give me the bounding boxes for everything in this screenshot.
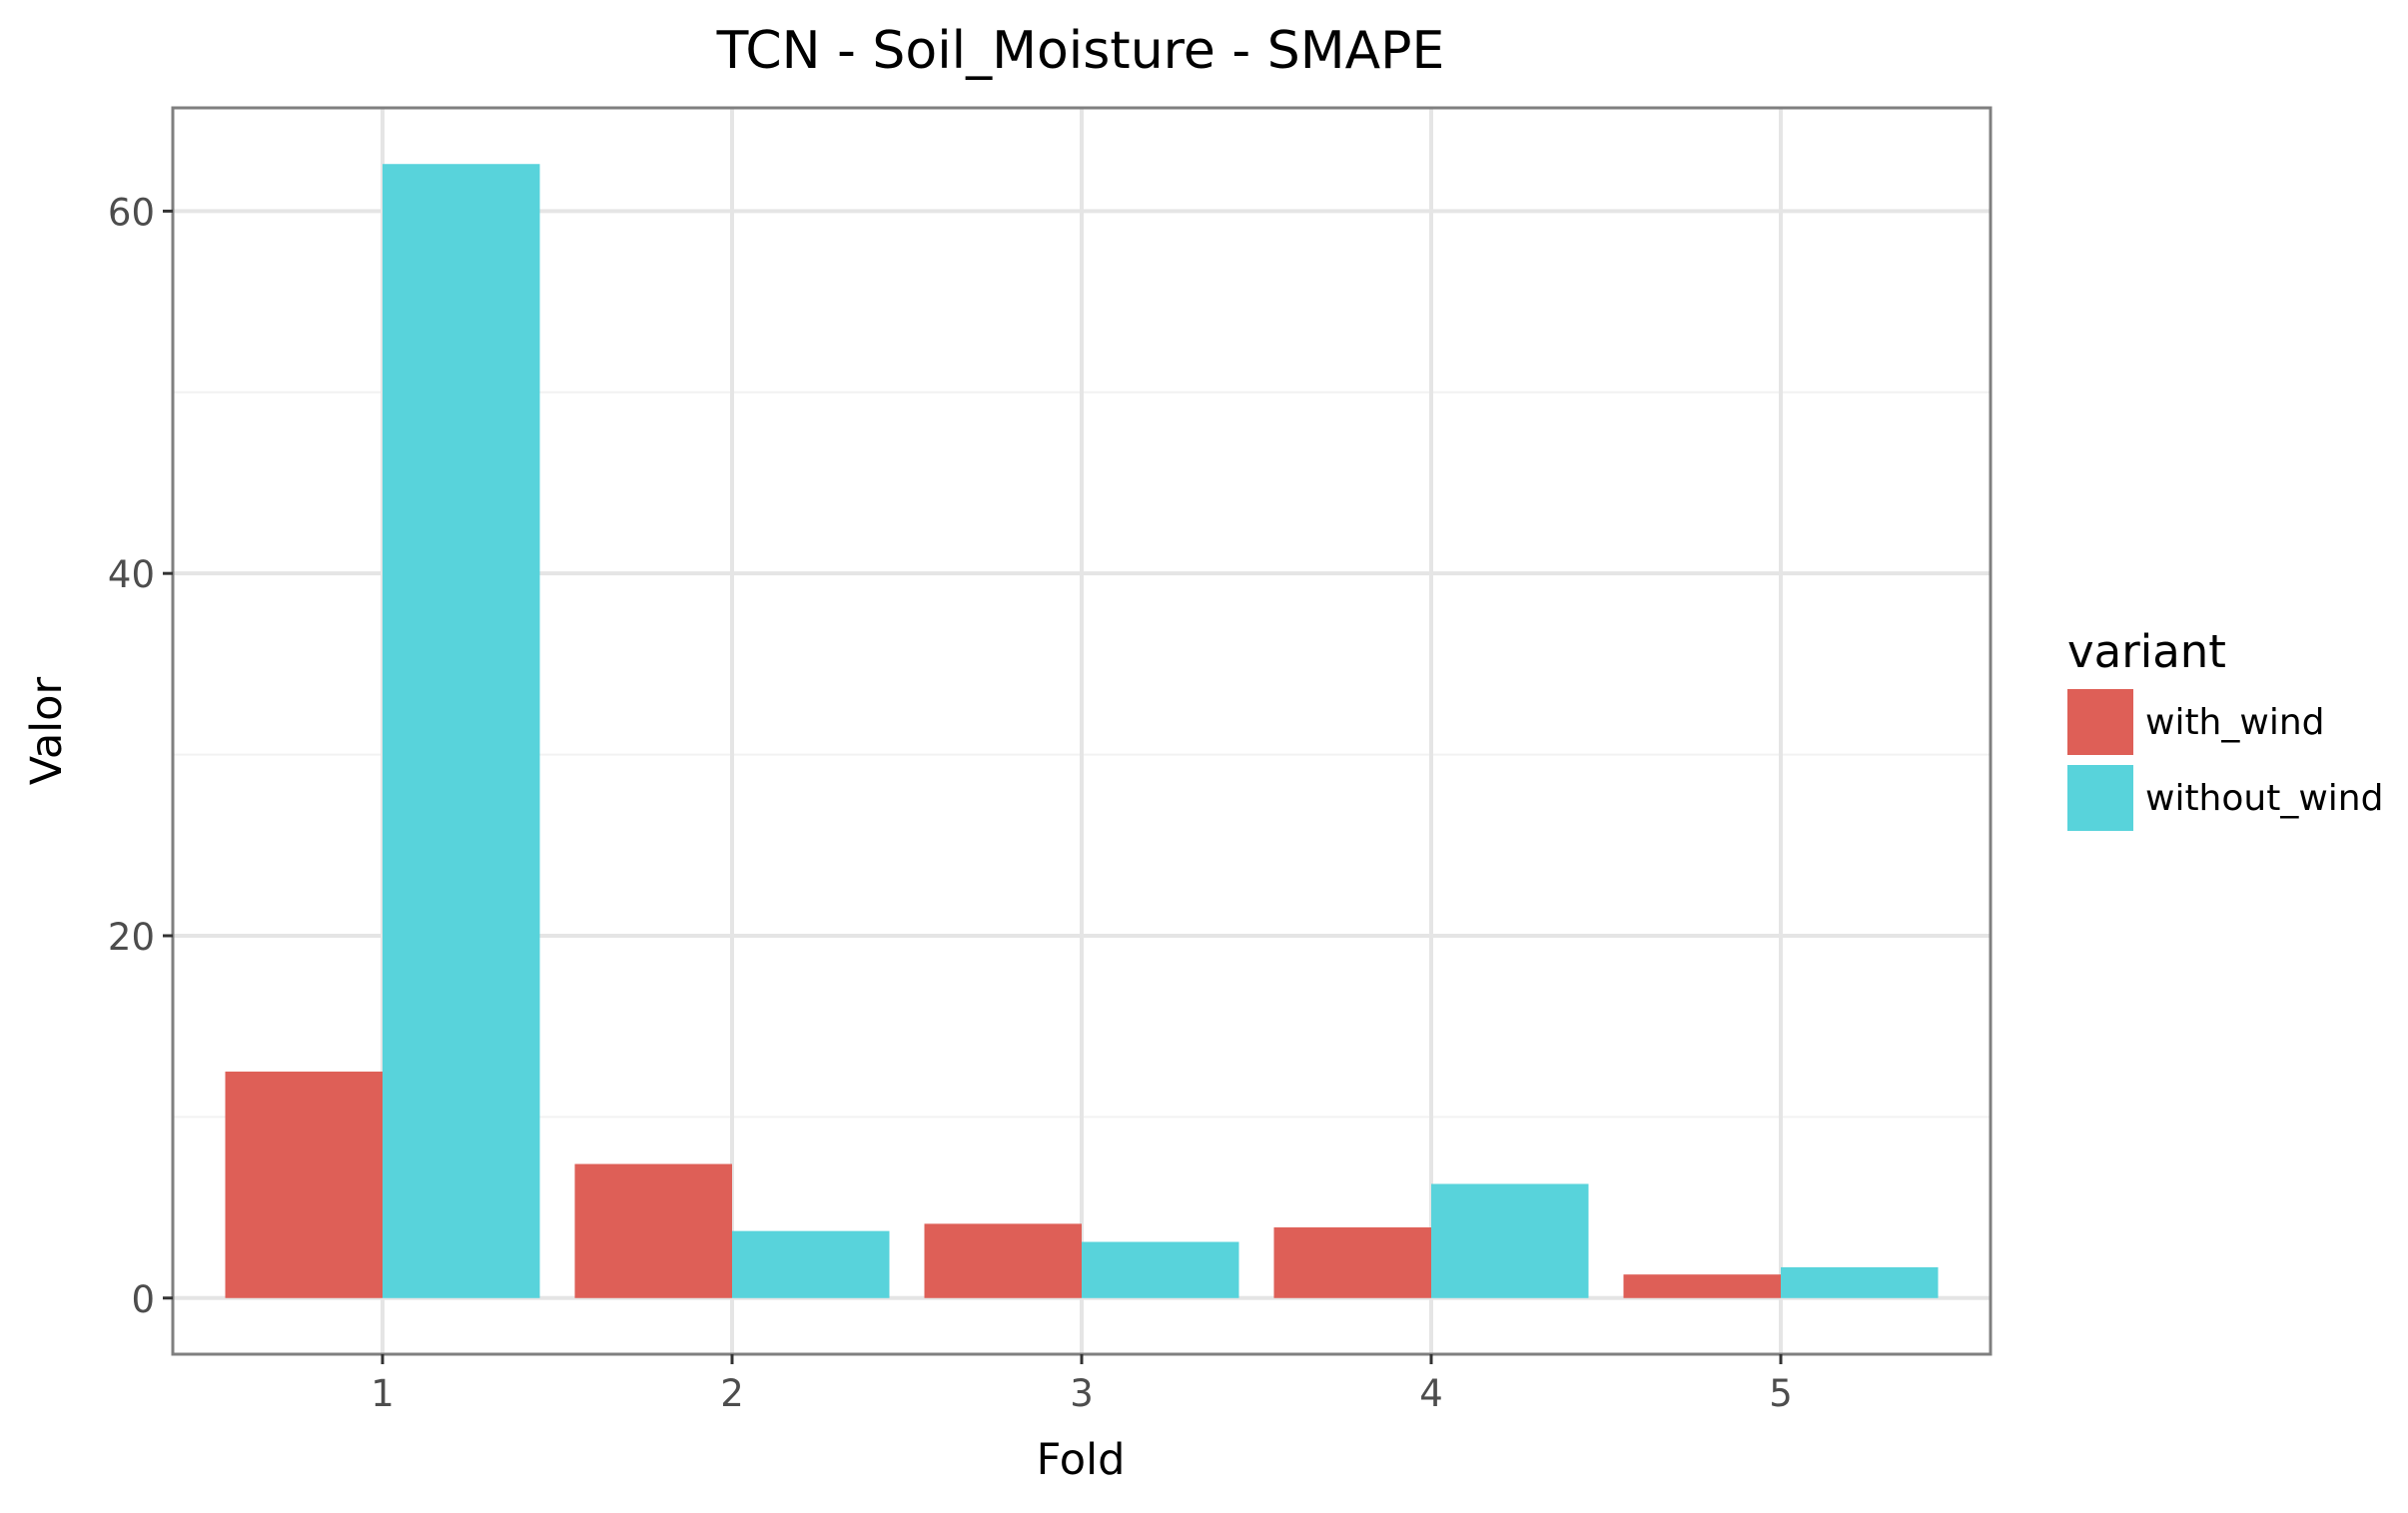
bar-with-wind-fold-2 <box>574 1163 732 1298</box>
y-tick-label: 0 <box>131 1278 155 1321</box>
x-tick-label: 3 <box>1070 1372 1094 1415</box>
x-tick-label: 5 <box>1769 1372 1793 1415</box>
axes: 0 20 40 60 1 2 3 4 5 <box>108 191 1793 1415</box>
x-tick-label: 2 <box>720 1372 744 1415</box>
y-tick-label: 60 <box>108 191 155 234</box>
legend-label-with-wind: with_wind <box>2145 702 2325 743</box>
x-axis-title: Fold <box>1037 1435 1126 1485</box>
bars <box>225 164 1939 1298</box>
bar-without-wind-fold-2 <box>732 1230 890 1298</box>
legend-title: variant <box>2067 625 2226 678</box>
legend-swatch-without-wind <box>2067 765 2133 831</box>
legend: variant with_wind without_wind <box>2067 625 2383 831</box>
bar-without-wind-fold-1 <box>383 164 540 1298</box>
bar-with-wind-fold-5 <box>1623 1274 1781 1298</box>
legend-swatch-with-wind <box>2067 689 2133 755</box>
bar-without-wind-fold-5 <box>1781 1266 1939 1298</box>
bar-with-wind-fold-3 <box>924 1223 1082 1298</box>
bar-without-wind-fold-4 <box>1431 1183 1589 1298</box>
legend-label-without-wind: without_wind <box>2145 778 2383 819</box>
chart-title: TCN - Soil_Moisture - SMAPE <box>716 21 1445 81</box>
bar-with-wind-fold-4 <box>1273 1227 1431 1298</box>
y-tick-label: 20 <box>108 916 155 959</box>
x-tick-label: 1 <box>371 1372 395 1415</box>
y-axis-title: Valor <box>22 677 72 786</box>
bar-without-wind-fold-3 <box>1082 1241 1239 1298</box>
y-tick-label: 40 <box>108 553 155 596</box>
x-tick-label: 4 <box>1419 1372 1443 1415</box>
bar-with-wind-fold-1 <box>225 1072 383 1298</box>
